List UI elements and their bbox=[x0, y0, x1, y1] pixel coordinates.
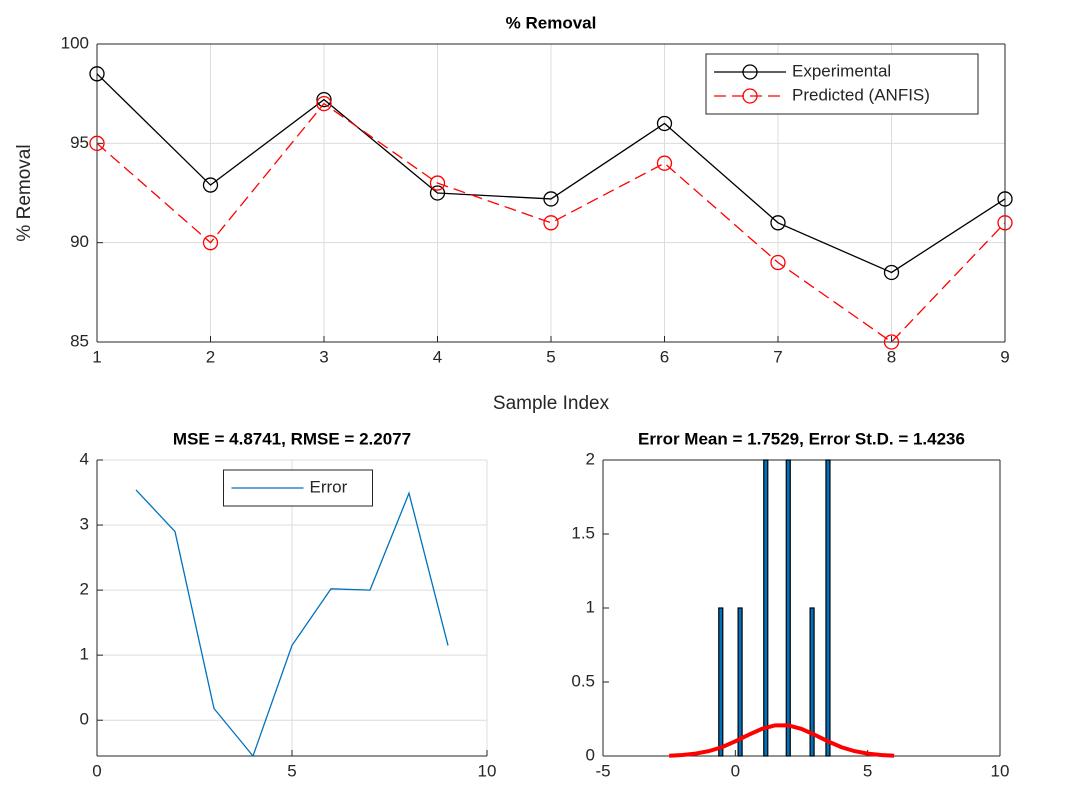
marker bbox=[770, 254, 786, 271]
plot-area bbox=[603, 460, 1000, 756]
bar bbox=[785, 459, 791, 757]
y-tick-label: 4 bbox=[80, 449, 89, 468]
marker bbox=[429, 175, 446, 191]
marker bbox=[202, 177, 219, 193]
legend-label: Experimental bbox=[792, 61, 891, 80]
y-tick-label: 95 bbox=[70, 133, 89, 152]
legend-marker bbox=[742, 64, 758, 80]
x-tick-label: 2 bbox=[206, 347, 215, 366]
marker bbox=[656, 115, 673, 132]
y-tick-label: 1 bbox=[586, 597, 595, 616]
y-axis-label: % Removal bbox=[14, 144, 35, 241]
marker bbox=[770, 215, 786, 231]
y-tick-label: 3 bbox=[80, 515, 89, 534]
fit-curve bbox=[669, 723, 895, 758]
marker bbox=[429, 185, 446, 201]
marker bbox=[543, 215, 559, 231]
y-tick-label: 0 bbox=[80, 710, 89, 729]
y-tick-label: 2 bbox=[80, 580, 89, 599]
x-tick-label: 1 bbox=[92, 347, 101, 366]
marker bbox=[316, 91, 332, 108]
legend-label: Error bbox=[310, 477, 348, 496]
x-tick-label: 5 bbox=[863, 761, 872, 780]
x-tick-label: 6 bbox=[660, 347, 669, 366]
y-tick-label: 100 bbox=[61, 33, 89, 52]
marker bbox=[997, 191, 1013, 207]
x-tick-label: 9 bbox=[1000, 347, 1009, 366]
bar bbox=[825, 459, 831, 757]
x-tick-label: -5 bbox=[595, 761, 610, 780]
marker bbox=[316, 95, 332, 112]
chart-title: % Removal bbox=[506, 13, 597, 32]
series-line bbox=[96, 102, 1006, 343]
series-line bbox=[96, 73, 1006, 274]
marker bbox=[656, 155, 673, 171]
bar bbox=[763, 459, 769, 757]
x-tick-label: 3 bbox=[319, 347, 328, 366]
x-tick-label: 5 bbox=[287, 761, 296, 780]
y-tick-label: 90 bbox=[70, 232, 89, 251]
x-tick-label: 0 bbox=[731, 761, 740, 780]
chart-title: Error Mean = 1.7529, Error St.D. = 1.423… bbox=[638, 429, 965, 448]
legend-label: Predicted (ANFIS) bbox=[792, 85, 930, 104]
x-tick-label: 7 bbox=[773, 347, 782, 366]
x-tick-label: 10 bbox=[478, 761, 497, 780]
y-tick-label: 85 bbox=[70, 331, 89, 350]
y-tick-label: 0 bbox=[586, 745, 595, 764]
x-tick-label: 4 bbox=[433, 347, 442, 366]
marker bbox=[543, 191, 559, 207]
y-tick-label: 1 bbox=[80, 645, 89, 664]
marker bbox=[997, 215, 1013, 231]
marker bbox=[89, 135, 105, 151]
legend-box bbox=[705, 53, 979, 115]
y-tick-label: 1.5 bbox=[571, 523, 595, 542]
marker bbox=[202, 235, 219, 251]
x-tick-label: 0 bbox=[92, 761, 101, 780]
y-tick-label: 2 bbox=[586, 449, 595, 468]
x-axis-label: Sample Index bbox=[493, 393, 610, 414]
bar bbox=[809, 607, 815, 757]
marker bbox=[883, 334, 900, 350]
marker bbox=[89, 66, 105, 82]
y-tick-label: 0.5 bbox=[571, 671, 595, 690]
marker bbox=[883, 264, 900, 281]
legend-marker bbox=[742, 88, 758, 104]
series-line bbox=[135, 489, 449, 758]
chart-title: MSE = 4.8741, RMSE = 2.2077 bbox=[173, 429, 411, 448]
bar bbox=[737, 607, 743, 757]
x-tick-label: 5 bbox=[546, 347, 555, 366]
bar bbox=[718, 607, 724, 757]
x-tick-label: 8 bbox=[887, 347, 896, 366]
x-tick-label: 10 bbox=[991, 761, 1010, 780]
